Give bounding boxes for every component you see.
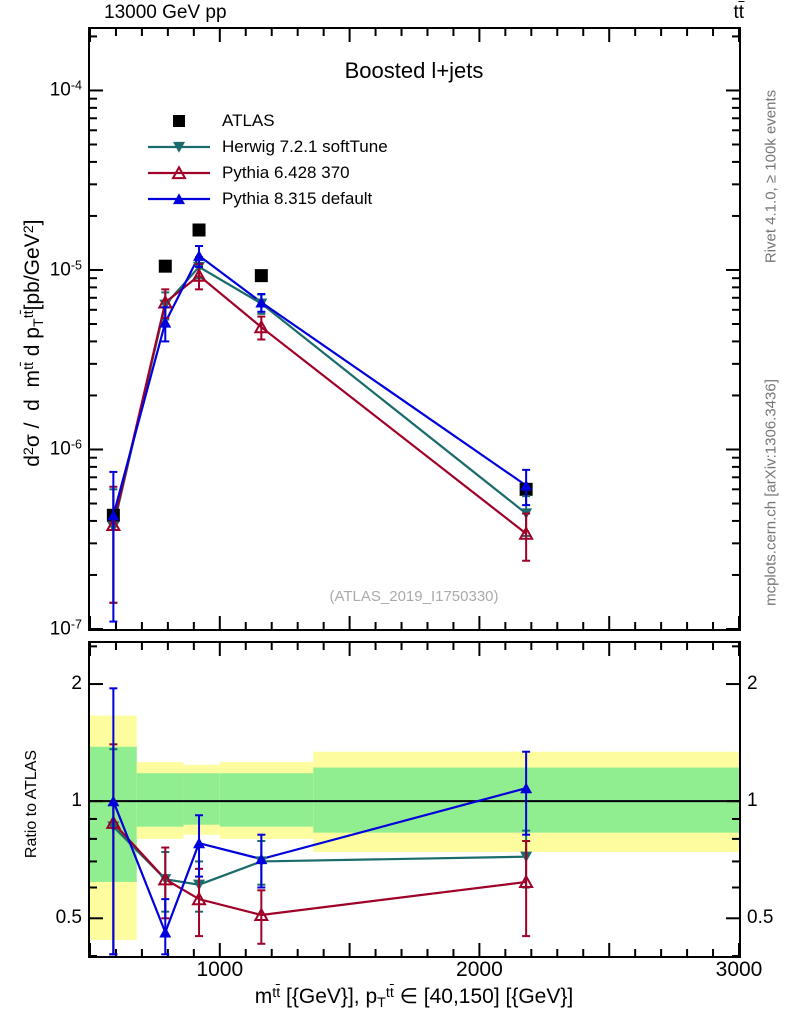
legend-key-icon <box>148 137 210 157</box>
rivet-credit-label: Rivet 4.1.0, ≥ 100k events <box>762 89 780 264</box>
process-label: tt <box>733 0 744 23</box>
main-y-tick-label: 10-6 <box>49 437 82 461</box>
main-y-axis-label: d2σ / d mtt d pTtt [pb/GeV2] <box>19 219 48 467</box>
main-plot-panel <box>88 27 741 631</box>
data-marker <box>520 479 533 491</box>
data-marker <box>158 259 172 273</box>
ratio-data-marker <box>520 782 533 794</box>
ratio-data-marker <box>157 871 173 886</box>
ratio-error-bar <box>109 687 118 956</box>
main-y-tick-label: 10-4 <box>49 78 82 102</box>
mcplots-credit-label: mcplots.cern.ch [arXiv:1306.3436] <box>762 379 780 606</box>
legend-item-3: Pythia 8.315 default <box>148 186 388 212</box>
legend-item-0: ATLAS <box>148 108 388 134</box>
data-marker <box>191 267 207 282</box>
ratio-data-marker <box>107 795 120 807</box>
x-axis-label: mtt [{GeV}], pTtt ∈ [40,150] [{GeV}] <box>254 983 574 1011</box>
error-bar <box>109 470 118 623</box>
data-marker <box>254 269 268 283</box>
main-y-tick-label: 10-7 <box>49 617 82 640</box>
ratio-y-tick-label-left: 0.5 <box>55 907 82 929</box>
analysis-watermark: (ATLAS_2019_I1750330) <box>329 588 499 605</box>
legend-item-label: ATLAS <box>222 111 275 130</box>
ratio-plot-panel <box>88 641 741 958</box>
data-marker <box>192 223 206 237</box>
main-plot-graphics <box>90 29 739 629</box>
data-marker <box>193 250 206 261</box>
legend-item-label: Pythia 8.315 default <box>222 189 373 208</box>
ratio-y-tick-label-right: 1 <box>747 790 758 812</box>
ratio-data-marker <box>518 874 534 889</box>
data-marker <box>159 316 172 328</box>
ratio-data-marker <box>159 926 172 938</box>
x-tick-label: 2000 <box>456 958 503 981</box>
legend-key-icon <box>148 111 210 131</box>
legend-item-2: Pythia 6.428 370 <box>148 160 388 186</box>
plot-title: Boosted l+jets <box>344 58 484 83</box>
uncertainty-band-green <box>219 773 314 827</box>
ratio-y-tick-label-right: 0.5 <box>747 907 774 929</box>
ratio-data-marker <box>193 837 206 849</box>
main-plot-canvas <box>90 29 739 629</box>
ratio-data-marker <box>191 891 207 906</box>
ratio-error-bar <box>257 889 266 945</box>
ratio-plot-canvas <box>90 643 739 956</box>
main-y-tick-label: 10-5 <box>49 258 82 281</box>
x-tick-label: 1000 <box>196 958 244 981</box>
series-line <box>112 265 527 528</box>
legend-item-label: Herwig 7.2.1 softTune <box>222 137 388 156</box>
ratio-y-tick-label-left: 2 <box>71 673 82 695</box>
data-marker <box>255 296 268 308</box>
data-marker <box>518 525 534 540</box>
uncertainty-band-green <box>136 773 184 827</box>
ratio-plot-graphics <box>90 643 739 956</box>
legend-item-1: Herwig 7.2.1 softTune <box>148 134 388 160</box>
error-bar <box>522 512 531 562</box>
uncertainty-band-green <box>183 773 220 825</box>
legend-key-icon <box>148 163 210 183</box>
data-marker <box>107 509 120 521</box>
ratio-data-marker <box>255 853 268 865</box>
series-line <box>112 274 527 535</box>
ratio-data-marker <box>253 907 270 922</box>
ratio-error-bar <box>522 840 531 938</box>
ratio-error-bar <box>195 867 204 938</box>
legend-item-label: Pythia 6.428 370 <box>222 163 350 182</box>
legend: ATLAS Herwig 7.2.1 softTune Pythia 6.428 3… <box>148 108 388 212</box>
beam-energy-label: 13000 GeV pp <box>104 2 227 23</box>
ratio-y-tick-label-right: 2 <box>747 673 758 695</box>
legend-key-icon <box>148 189 210 209</box>
data-marker <box>253 319 270 334</box>
ratio-y-tick-label-left: 1 <box>71 790 82 812</box>
x-tick-label: 3000 <box>715 958 763 981</box>
